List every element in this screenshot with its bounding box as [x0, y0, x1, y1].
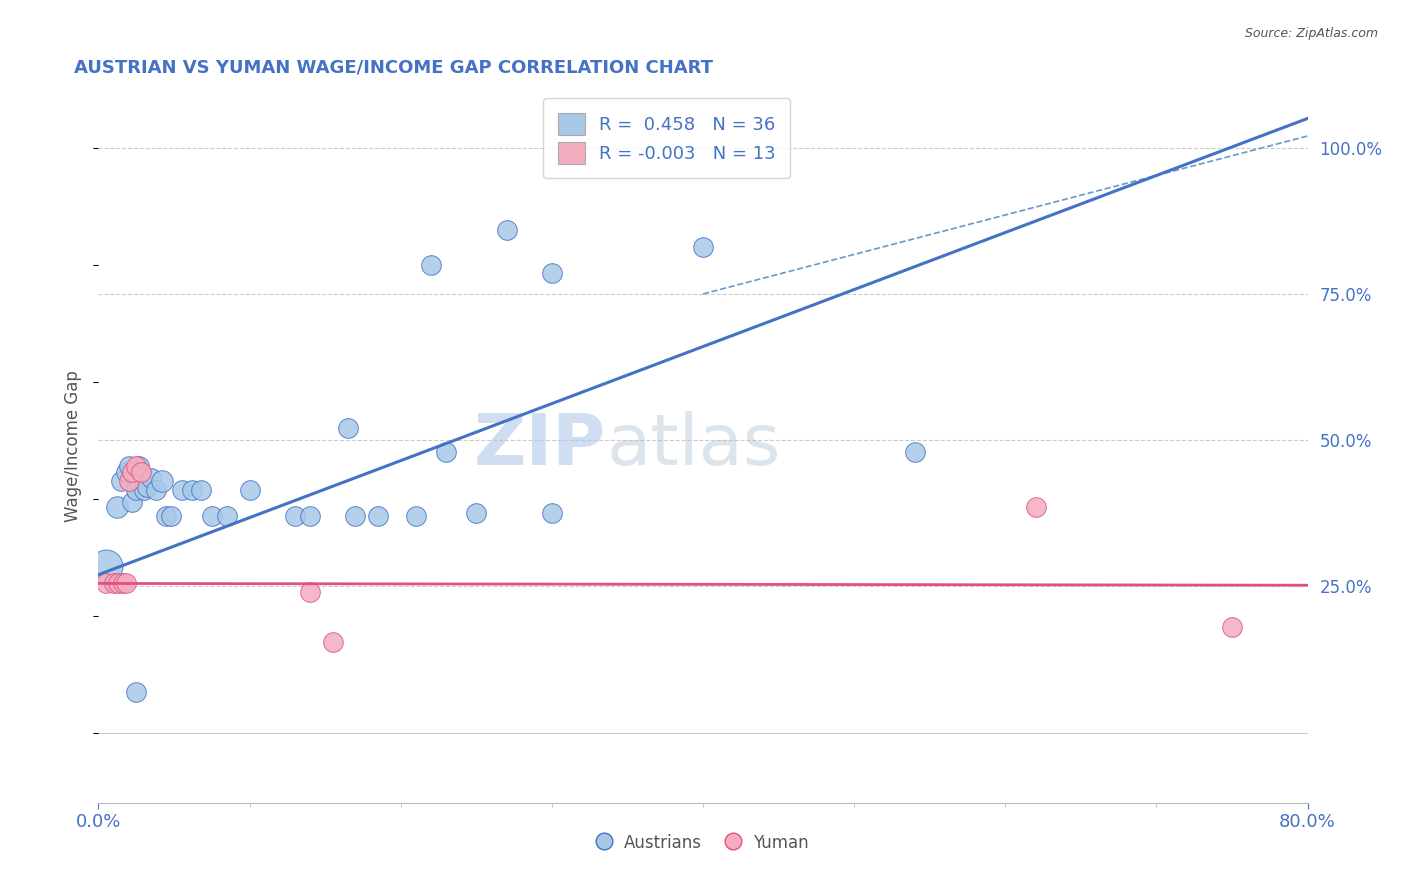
- Point: [141, 471, 163, 485]
- Point: [201, 509, 224, 524]
- Point: [118, 474, 141, 488]
- Point: [495, 222, 517, 236]
- Point: [111, 576, 134, 591]
- Point: [125, 684, 148, 698]
- Point: [1024, 500, 1046, 515]
- Point: [150, 474, 173, 488]
- Text: ZIP: ZIP: [474, 411, 606, 481]
- Point: [322, 635, 344, 649]
- Text: Source: ZipAtlas.com: Source: ZipAtlas.com: [1244, 27, 1378, 40]
- Point: [344, 509, 367, 524]
- Point: [1220, 620, 1243, 634]
- Point: [367, 509, 389, 524]
- Point: [118, 459, 141, 474]
- Point: [420, 258, 443, 272]
- Point: [114, 576, 136, 591]
- Point: [405, 509, 427, 524]
- Point: [125, 459, 148, 474]
- Point: [155, 509, 177, 524]
- Point: [94, 576, 117, 591]
- Point: [239, 483, 262, 497]
- Point: [114, 466, 136, 480]
- Point: [135, 480, 157, 494]
- Point: [284, 509, 307, 524]
- Point: [128, 459, 150, 474]
- Point: [121, 494, 143, 508]
- Point: [170, 483, 193, 497]
- Point: [215, 509, 238, 524]
- Legend: Austrians, Yuman: Austrians, Yuman: [591, 827, 815, 859]
- Point: [110, 474, 132, 488]
- Point: [904, 445, 927, 459]
- Point: [125, 483, 148, 497]
- Point: [145, 483, 167, 497]
- Point: [540, 267, 562, 281]
- Point: [107, 576, 129, 591]
- Point: [299, 509, 322, 524]
- Point: [181, 483, 204, 497]
- Point: [190, 483, 212, 497]
- Point: [132, 483, 155, 497]
- Point: [465, 506, 488, 520]
- Text: AUSTRIAN VS YUMAN WAGE/INCOME GAP CORRELATION CHART: AUSTRIAN VS YUMAN WAGE/INCOME GAP CORREL…: [75, 59, 713, 77]
- Point: [540, 506, 562, 520]
- Point: [434, 445, 457, 459]
- Point: [94, 558, 117, 573]
- Point: [336, 421, 359, 435]
- Point: [129, 466, 152, 480]
- Point: [692, 240, 714, 254]
- Point: [105, 500, 128, 515]
- Y-axis label: Wage/Income Gap: Wage/Income Gap: [65, 370, 83, 522]
- Point: [299, 585, 322, 599]
- Text: atlas: atlas: [606, 411, 780, 481]
- Point: [103, 576, 125, 591]
- Point: [121, 466, 143, 480]
- Point: [160, 509, 183, 524]
